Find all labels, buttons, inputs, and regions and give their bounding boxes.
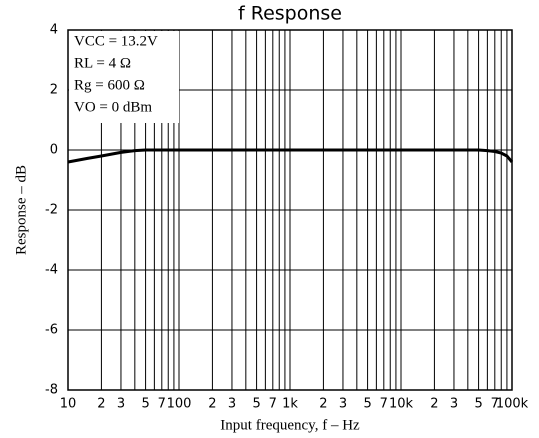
annotation: Rg = 600 Ω	[74, 77, 145, 93]
line	[67, 148, 514, 164]
x-tick-label: 3	[117, 397, 125, 412]
y-tick-label: -6	[45, 323, 58, 338]
y-axis-label: Response – dB	[13, 165, 29, 255]
annotation: VO = 0 dBm	[74, 99, 152, 115]
x-tick-label: 5	[474, 397, 482, 412]
x-tick-label: 2	[97, 397, 105, 412]
x-tick-label: 7	[269, 397, 277, 412]
x-tick-label: 7	[380, 397, 388, 412]
y-tick-label: -8	[45, 383, 58, 398]
x-tick-label: 7	[158, 397, 166, 412]
x-tick-label: 5	[141, 397, 149, 412]
y-tick-label: 2	[50, 83, 58, 98]
y-tick-label: -4	[45, 263, 58, 278]
x-tick-label: 2	[208, 397, 216, 412]
x-tick-label: 7	[491, 397, 499, 412]
x-tick-label: 100k	[496, 397, 529, 412]
y-tick-label: -2	[45, 203, 58, 218]
annotation: RL = 4 Ω	[74, 55, 131, 71]
x-tick-label: 100	[167, 397, 192, 412]
plot-frame	[67, 29, 513, 391]
x-tick-label: 3	[228, 397, 236, 412]
x-tick-label: 10k	[389, 397, 414, 412]
annotation: VCC = 13.2V	[74, 33, 158, 49]
chart-title: f Response	[238, 3, 342, 25]
x-tick-label: 3	[450, 397, 458, 412]
x-tick-label: 5	[252, 397, 260, 412]
x-tick-label: 1k	[282, 397, 298, 412]
x-tick-label: 2	[319, 397, 327, 412]
x-tick-label: 5	[363, 397, 371, 412]
y-tick-label: 4	[50, 23, 58, 38]
x-tick-label: 2	[430, 397, 438, 412]
y-tick-label: 0	[50, 143, 58, 158]
x-tick-label: 3	[339, 397, 347, 412]
annotation-box	[69, 31, 179, 123]
x-tick-label: 10	[60, 397, 77, 412]
x-axis-label: Input frequency, f – Hz	[220, 417, 360, 433]
